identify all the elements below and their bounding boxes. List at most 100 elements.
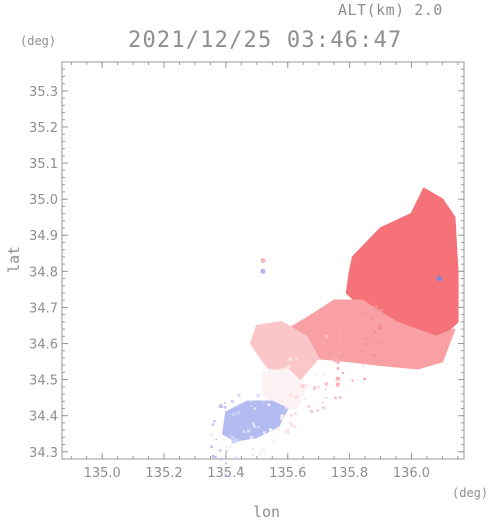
echo-speck [373, 338, 375, 340]
echo-speck [223, 405, 227, 409]
echo-speck [276, 427, 280, 431]
echo-speck [364, 337, 367, 340]
echo-speck [234, 438, 239, 443]
axis-ticks: 135.0 135.2 135.4 135.6 135.8 136.0 34.3 34.4 34… [29, 62, 464, 481]
echo-speck [371, 317, 374, 320]
echo-speck [378, 323, 381, 326]
y-tick-label: 34.7 [29, 301, 58, 316]
echo-speck [269, 368, 273, 373]
x-tick-label: 135.2 [145, 466, 182, 481]
echo-speck [326, 353, 328, 355]
echo-speck [374, 330, 376, 333]
echo-speck [316, 409, 319, 412]
echo-specks [210, 258, 442, 477]
echo-speck [287, 400, 289, 402]
echo-speck [337, 351, 341, 355]
echo-speck [305, 384, 308, 386]
echo-speck [338, 340, 341, 343]
plot-frame [61, 61, 465, 460]
echo-speck [263, 431, 266, 434]
echo-speck [314, 387, 316, 389]
echo-speck [251, 453, 254, 456]
echo-speck [295, 394, 298, 398]
echo-speck [293, 386, 296, 388]
echo-speck [253, 407, 257, 410]
echo-speck [332, 355, 335, 357]
echo-speck [224, 473, 227, 477]
echo-speck [269, 428, 273, 432]
echo-speck [257, 426, 260, 429]
echo-speck [214, 455, 217, 458]
echo-speck [301, 384, 305, 388]
echo-speck [281, 399, 285, 403]
echo-speck [360, 350, 363, 353]
echo-speck [288, 357, 293, 362]
echo-speck [288, 365, 291, 368]
echo-speck [361, 312, 364, 315]
echo-speck [220, 457, 223, 461]
echo-region-sw-toward [222, 400, 289, 442]
echo-speck [436, 276, 442, 282]
echo-speck [310, 409, 314, 413]
altitude-label: ALT(km) 2.0 [338, 1, 443, 19]
echo-speck [289, 421, 292, 424]
echo-speck [224, 462, 228, 465]
echo-regions [222, 187, 459, 442]
echo-speck [211, 454, 215, 458]
echo-speck [378, 341, 380, 343]
echo-speck [260, 268, 266, 274]
echo-speck [218, 404, 223, 409]
echo-speck [247, 429, 251, 433]
echo-speck [281, 367, 285, 371]
echo-speck [341, 372, 344, 375]
echo-speck [229, 445, 231, 448]
echo-speck [357, 354, 359, 357]
echo-speck [250, 400, 252, 402]
echo-speck [229, 434, 232, 437]
echo-speck [211, 434, 213, 436]
echo-speck [271, 438, 276, 443]
echo-speck [285, 365, 290, 369]
echo-speck [280, 416, 284, 421]
echo-speck [344, 341, 347, 344]
echo-speck [317, 386, 320, 388]
y-tick-label: 34.9 [29, 229, 58, 244]
echo-speck [324, 382, 328, 386]
echo-speck [300, 401, 302, 403]
echo-speck [336, 376, 340, 381]
echo-speck [336, 361, 340, 364]
echo-speck [252, 447, 255, 450]
echo-speck [260, 258, 266, 263]
echo-speck [224, 469, 227, 472]
echo-speck [219, 449, 222, 452]
echo-speck [304, 371, 307, 375]
echo-speck [290, 423, 294, 427]
echo-speck [364, 343, 367, 346]
y-tick-label: 34.5 [29, 374, 58, 389]
echo-speck [344, 325, 347, 329]
echo-speck [322, 343, 325, 345]
echo-speck [231, 435, 235, 440]
echo-speck [335, 382, 340, 387]
echo-speck [343, 344, 345, 346]
echo-speck [338, 328, 341, 331]
echo-speck [333, 358, 338, 363]
echo-speck [288, 393, 293, 397]
echo-speck [379, 308, 383, 312]
echo-speck [285, 430, 290, 435]
echo-speck [371, 333, 374, 335]
x-axis-unit: (deg) [452, 486, 489, 500]
echo-speck [224, 402, 226, 404]
y-axis-unit: (deg) [20, 34, 57, 48]
echo-speck [307, 349, 309, 351]
echo-speck [242, 430, 246, 433]
x-tick-label: 136.0 [393, 466, 430, 481]
echo-speck [233, 456, 235, 458]
x-tick-label: 135.6 [269, 466, 306, 481]
y-tick-label: 34.4 [29, 410, 58, 425]
echo-speck [375, 305, 379, 309]
echo-speck [250, 405, 252, 407]
echo-speck [324, 334, 329, 339]
y-tick-label: 34.3 [29, 446, 58, 461]
echo-speck [215, 438, 218, 441]
